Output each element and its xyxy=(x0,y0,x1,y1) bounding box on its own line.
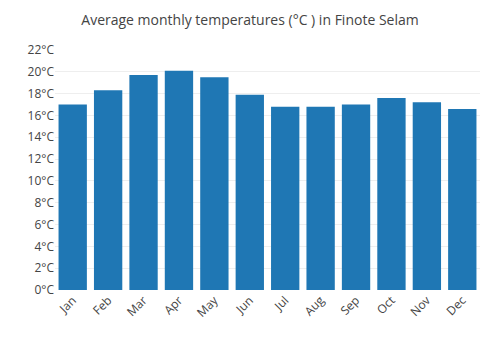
svg-text:0°C: 0°C xyxy=(34,281,54,298)
svg-text:Aug: Aug xyxy=(300,292,328,320)
svg-text:Mar: Mar xyxy=(123,292,151,320)
svg-text:20°C: 20°C xyxy=(28,63,55,80)
svg-text:Sep: Sep xyxy=(336,292,363,319)
svg-text:Apr: Apr xyxy=(160,292,186,318)
svg-text:10°C: 10°C xyxy=(28,172,55,189)
svg-text:6°C: 6°C xyxy=(34,216,54,233)
svg-text:Oct: Oct xyxy=(373,292,399,318)
svg-text:May: May xyxy=(193,291,222,320)
svg-text:22°C: 22°C xyxy=(28,41,55,58)
svg-text:Feb: Feb xyxy=(89,292,115,318)
svg-text:2°C: 2°C xyxy=(34,259,54,276)
svg-text:14°C: 14°C xyxy=(28,128,55,145)
svg-text:Dec: Dec xyxy=(442,292,469,319)
svg-text:Jul: Jul xyxy=(270,292,292,314)
svg-text:Jun: Jun xyxy=(231,292,256,317)
svg-text:8°C: 8°C xyxy=(34,194,54,211)
svg-text:18°C: 18°C xyxy=(28,85,55,102)
svg-text:16°C: 16°C xyxy=(28,107,55,124)
svg-text:Average monthly temperatures (: Average monthly temperatures (°C ) in Fi… xyxy=(81,10,418,29)
svg-text:Jan: Jan xyxy=(55,292,80,317)
svg-text:4°C: 4°C xyxy=(34,238,54,255)
svg-text:Nov: Nov xyxy=(406,292,434,320)
svg-text:12°C: 12°C xyxy=(28,150,55,167)
